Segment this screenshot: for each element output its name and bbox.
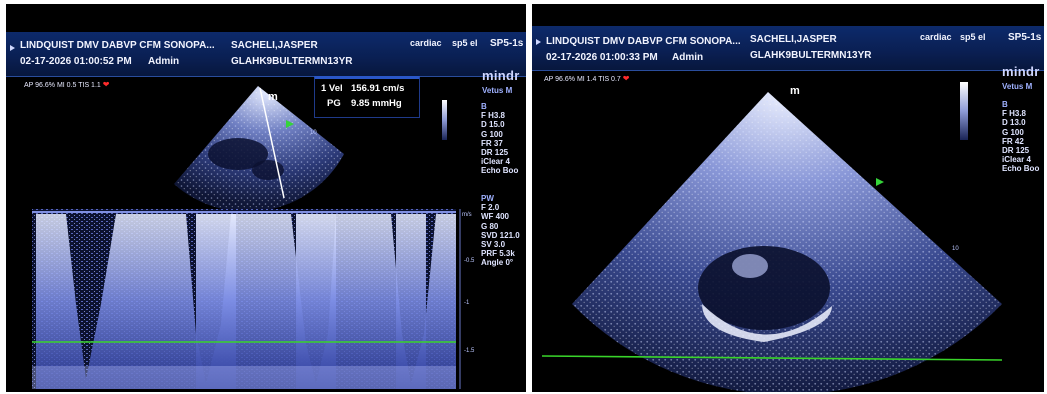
heart-icon: ❤: [102, 80, 110, 89]
sector-marker: m: [268, 91, 278, 103]
pw-label: PW: [481, 194, 494, 203]
bmode-params: B F H3.8 D 15.0 G 100 FR 37 DR 125 iClea…: [481, 102, 518, 176]
param-frequency: F H3.8: [481, 111, 506, 121]
operator-name: Admin: [148, 56, 180, 67]
pw-wall-filter: WF 400: [481, 212, 510, 222]
param-echo-boost: Echo Boo: [1002, 164, 1040, 174]
depth-tick-label: 10: [310, 130, 317, 136]
brand-logo: mindr: [1002, 64, 1040, 79]
pw-svd: SVD 121.0: [481, 230, 520, 240]
param-frame-rate: FR 37: [481, 138, 503, 148]
clinic-name: LINDQUIST DMV DABVP CFM SONOPA...: [20, 40, 215, 51]
probe-code: SP5-1s: [490, 38, 524, 49]
pw-angle: Angle 0°: [481, 258, 514, 268]
heart-icon: ❤: [622, 74, 630, 83]
brand-logo: mindr: [482, 68, 520, 83]
pw-sample-volume: SV 3.0: [481, 240, 506, 250]
param-dynamic-range: DR 125: [1002, 146, 1030, 156]
focus-marker-icon: [286, 120, 294, 128]
header-arrow-icon[interactable]: [536, 39, 541, 45]
patient-name: SACHELI,JASPER: [750, 34, 837, 45]
acoustic-output: AP 96.6% MI 1.4 TIS 0.7 ❤: [544, 74, 630, 83]
bmode-label: B: [1002, 100, 1008, 109]
doppler-spectrum: [32, 209, 456, 389]
velocity-value: 156.91 cm/s: [351, 83, 405, 94]
measurement-box: 1 Vel 156.91 cm/s PG 9.85 mmHg: [314, 76, 420, 118]
depth-tick-label: 10: [952, 246, 959, 252]
velocity-label: 1 Vel: [321, 83, 343, 94]
pressure-gradient-value: 9.85 mmHg: [351, 98, 402, 109]
operator-name: Admin: [672, 52, 704, 63]
pressure-gradient-label: PG: [327, 98, 341, 109]
model-name: Vetus M: [482, 86, 513, 95]
left-header-bar: LINDQUIST DMV DABVP CFM SONOPA... SACHEL…: [6, 32, 526, 77]
model-name: Vetus M: [1002, 82, 1033, 91]
scale-tick: -1: [464, 300, 470, 306]
param-iclear: iClear 4: [1002, 155, 1031, 165]
scale-tick: -0.5: [464, 258, 475, 264]
focus-marker-icon: [876, 178, 884, 186]
probe-setting: sp5 el: [452, 38, 478, 48]
right-imaging-graphics: m 10: [541, 85, 1003, 392]
pw-gain: G 80: [481, 221, 499, 231]
clinic-name: LINDQUIST DMV DABVP CFM SONOPA...: [546, 36, 741, 47]
ventricle-cavity: [698, 246, 830, 330]
ecg-trace: [541, 355, 1003, 361]
right-ultrasound-screen: LINDQUIST DMV DABVP CFM SONOPA... SACHEL…: [532, 4, 1044, 392]
bmode-sector: [572, 92, 1002, 392]
param-gain: G 100: [1002, 127, 1024, 137]
param-depth: D 13.0: [1002, 118, 1026, 128]
pw-frequency: F 2.0: [481, 203, 500, 213]
scale-unit: m/s: [462, 212, 472, 218]
acoustic-output: AP 96.6% MI 0.5 TIS 1.1 ❤: [24, 80, 110, 89]
grayscale-bar: [960, 82, 968, 140]
pw-params: PW F 2.0 WF 400 G 80 SVD 121.0 SV 3.0 PR…: [481, 194, 520, 268]
exam-datetime: 02-17-2026 01:00:52 PM: [20, 56, 132, 67]
patient-id: GLAHK9BULTERMN13YR: [231, 56, 353, 67]
param-frame-rate: FR 42: [1002, 136, 1024, 146]
ventricle-wall: [702, 304, 832, 342]
header-arrow-icon[interactable]: [10, 45, 15, 51]
pw-prf: PRF 5.3k: [481, 249, 515, 259]
left-imaging-graphics: m 10 m/s -0.5 -1 -1.5: [32, 86, 475, 389]
grayscale-bar: [442, 100, 447, 140]
exam-type: cardiac: [920, 32, 952, 42]
param-frequency: F H3.8: [1002, 109, 1027, 119]
exam-datetime: 02-17-2026 01:00:33 PM: [546, 52, 658, 63]
param-iclear: iClear 4: [481, 157, 510, 167]
bmode-params: B F H3.8 D 13.0 G 100 FR 42 DR 125 iClea…: [1002, 100, 1039, 174]
doppler-cursor-line[interactable]: [259, 87, 285, 199]
right-header-bar: LINDQUIST DMV DABVP CFM SONOPA... SACHEL…: [532, 26, 1044, 71]
param-dynamic-range: DR 125: [481, 148, 509, 158]
sector-marker: m: [790, 85, 800, 97]
param-gain: G 100: [481, 129, 503, 139]
param-echo-boost: Echo Boo: [481, 166, 519, 176]
exam-type: cardiac: [410, 38, 442, 48]
bmode-sector: [174, 86, 344, 212]
param-depth: D 15.0: [481, 120, 505, 130]
bmode-label: B: [481, 102, 487, 111]
scale-tick: -1.5: [464, 348, 475, 354]
patient-name: SACHELI,JASPER: [231, 40, 318, 51]
probe-code: SP5-1s: [1008, 32, 1042, 43]
left-ultrasound-screen: LINDQUIST DMV DABVP CFM SONOPA... SACHEL…: [6, 4, 526, 392]
probe-setting: sp5 el: [960, 32, 986, 42]
patient-id: GLAHK9BULTERMN13YR: [750, 50, 872, 61]
